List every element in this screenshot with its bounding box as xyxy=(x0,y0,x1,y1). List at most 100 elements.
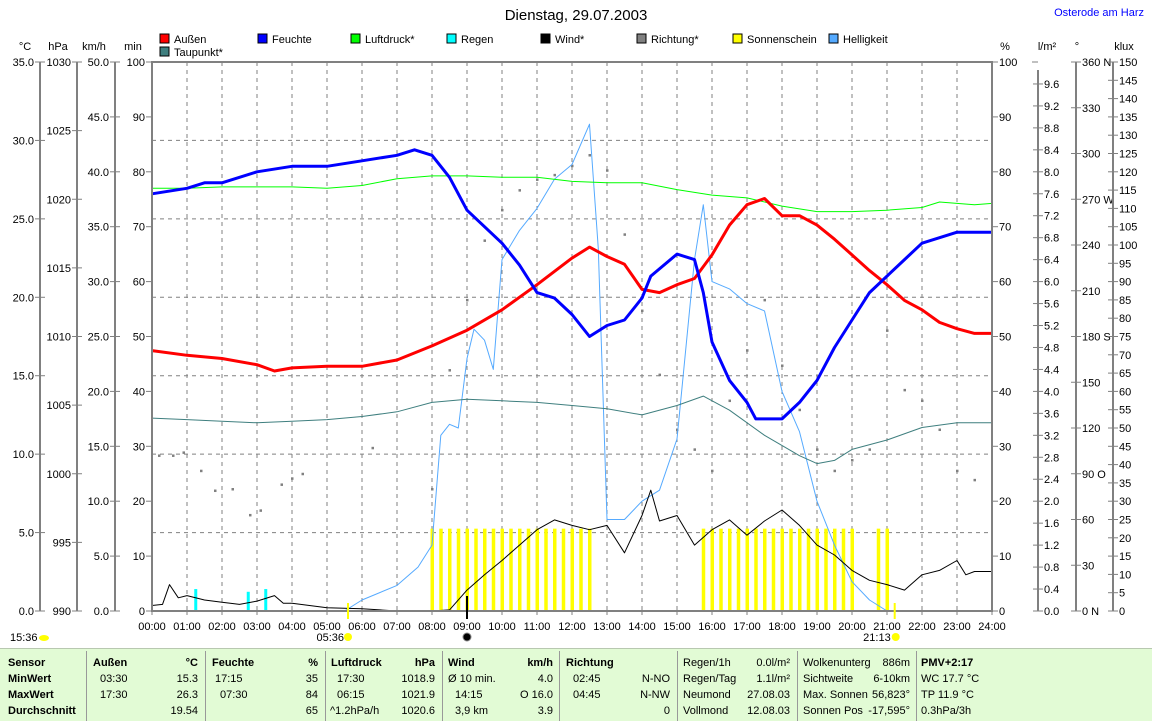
axis-tick-label-rain: 7.2 xyxy=(1044,211,1059,223)
axis-unit-wind: km/h xyxy=(82,41,106,53)
sunshine-bar xyxy=(465,528,469,611)
legend-swatch-0 xyxy=(159,33,170,44)
sunshine-bar xyxy=(736,528,741,611)
axis-tick-label-rain: 1.2 xyxy=(1044,540,1059,552)
axis-tick-label-pressure: 1015 xyxy=(47,263,71,275)
feuchte-max-time: 07:30 xyxy=(220,689,248,701)
axis-tick-label-temp: 5.0 xyxy=(19,528,34,540)
axis-tick-label-humidity: 20 xyxy=(999,496,1011,508)
direction-point xyxy=(973,478,976,482)
axis-tick-label-rain: 1.6 xyxy=(1044,518,1059,530)
axis-tick-label-klux: 45 xyxy=(1119,441,1131,453)
direction-point xyxy=(536,178,539,181)
x-tick-label: 19:00 xyxy=(803,621,831,633)
legend-label-2: Luftdruck* xyxy=(365,34,415,46)
x-tick-label: 09:00 xyxy=(453,621,481,633)
axis-tick-label-minutes: 60 xyxy=(133,277,145,289)
axis-tick-label-klux: 70 xyxy=(1119,350,1131,362)
rain-bar xyxy=(264,589,268,611)
direction-point xyxy=(746,349,749,352)
summary-table: Sensor MinWert MaxWert Durchschnitt Auße… xyxy=(0,648,1152,721)
axis-tick-label-rain: 6.8 xyxy=(1044,233,1059,245)
sunshine-bar xyxy=(763,528,767,611)
direction-point xyxy=(886,329,889,332)
sunshine-bar xyxy=(570,528,574,611)
direction-point xyxy=(623,233,626,236)
axis-tick-label-klux: 130 xyxy=(1119,130,1137,142)
axis-tick-label-pressure: 1030 xyxy=(47,57,71,69)
x-tick-label: 06:00 xyxy=(348,621,376,633)
axis-tick-label-minutes: 20 xyxy=(133,496,145,508)
direction-point xyxy=(291,477,294,480)
x-tick-label: 12:00 xyxy=(558,621,586,633)
axis-tick-label-rain: 8.8 xyxy=(1044,123,1059,135)
axis-tick-label-rain: 2.4 xyxy=(1044,474,1059,486)
x-tick-label: 21:00 xyxy=(873,621,901,633)
axis-tick-label-rain: 2.0 xyxy=(1044,496,1059,508)
sunshine-bar xyxy=(491,528,496,611)
regen-1h-label: Regen/1h xyxy=(683,657,731,669)
direction-point xyxy=(280,483,283,486)
axis-tick-label-wind: 40.0 xyxy=(88,167,109,179)
series-line-außen xyxy=(151,197,992,373)
axis-tick-label-wind: 5.0 xyxy=(94,551,109,563)
feuchte-title: Feuchte xyxy=(212,657,255,669)
axis-tick-label-rain: 6.4 xyxy=(1044,255,1059,267)
axis-tick-label-klux: 95 xyxy=(1119,258,1131,270)
axis-tick-label-rain: 6.0 xyxy=(1044,277,1059,289)
sunshine-bar xyxy=(456,528,461,611)
axis-unit-temp: °C xyxy=(19,41,31,53)
direction-point xyxy=(172,454,175,457)
direction-point xyxy=(833,469,836,473)
sunshine-bar xyxy=(833,528,837,611)
axis-tick-label-direction: 180 S xyxy=(1082,332,1111,344)
sunshine-bar xyxy=(841,528,846,611)
x-tick-label: 08:00 xyxy=(418,621,446,633)
axis-tick-label-klux: 15 xyxy=(1119,551,1131,563)
axis-tick-label-rain: 9.6 xyxy=(1044,79,1059,91)
axis-tick-label-pressure: 1010 xyxy=(47,332,71,344)
row-label-sensor: Sensor xyxy=(8,657,46,669)
axis-tick-label-humidity: 30 xyxy=(999,441,1011,453)
sunshine-bar xyxy=(439,528,443,611)
feuchte-min-time: 17:15 xyxy=(215,673,243,685)
axis-tick-label-wind: 20.0 xyxy=(88,386,109,398)
legend-swatch-6 xyxy=(732,33,743,44)
x-tick-label: 23:00 xyxy=(943,621,971,633)
aussen-max: 26.3 xyxy=(176,689,198,701)
regen-tag: 1.1l/m² xyxy=(756,673,790,685)
axis-tick-label-klux: 75 xyxy=(1119,332,1131,344)
legend-label-7: Helligkeit xyxy=(843,34,888,46)
axis-tick-label-rain: 4.4 xyxy=(1044,364,1059,376)
axis-tick-label-klux: 105 xyxy=(1119,222,1137,234)
axis-tick-label-klux: 125 xyxy=(1119,149,1137,161)
axis-tick-label-pressure: 1025 xyxy=(47,126,71,138)
axis-tick-label-klux: 35 xyxy=(1119,478,1131,490)
aussen-unit: °C xyxy=(185,657,198,669)
x-tick-label: 11:00 xyxy=(524,621,551,633)
max-sonnen: 56,823° xyxy=(871,689,910,701)
x-tick-label: 03:00 xyxy=(243,621,271,633)
axis-tick-label-klux: 135 xyxy=(1119,112,1137,124)
cloud-icon xyxy=(39,635,49,641)
richtung-min-time: 02:45 xyxy=(573,673,601,685)
plot-frame xyxy=(151,61,993,612)
axis-tick-label-humidity: 90 xyxy=(999,112,1011,124)
axis-unit-humidity: % xyxy=(1000,41,1010,53)
direction-point xyxy=(676,428,679,432)
luftdruck-avg: 1020.6 xyxy=(401,705,435,717)
axis-tick-label-rain: 4.0 xyxy=(1044,386,1059,398)
legend-label-1: Feuchte xyxy=(272,34,312,46)
location-link[interactable]: Osterode am Harz xyxy=(1054,7,1144,19)
axis-tick-label-minutes: 40 xyxy=(133,386,145,398)
taupunkt: TP 11.9 °C xyxy=(921,689,974,701)
axis-tick-label-humidity: 100 xyxy=(999,57,1017,69)
wolkenunterg-label: Wolkenunterg xyxy=(803,657,871,669)
axis-tick-label-wind: 25.0 xyxy=(88,332,109,344)
axis-tick-label-rain: 8.0 xyxy=(1044,167,1059,179)
sunshine-bar xyxy=(780,528,784,611)
axis-tick-label-humidity: 0 xyxy=(999,606,1005,618)
sonnen-pos: -17,595° xyxy=(868,705,910,717)
direction-point xyxy=(816,448,819,451)
